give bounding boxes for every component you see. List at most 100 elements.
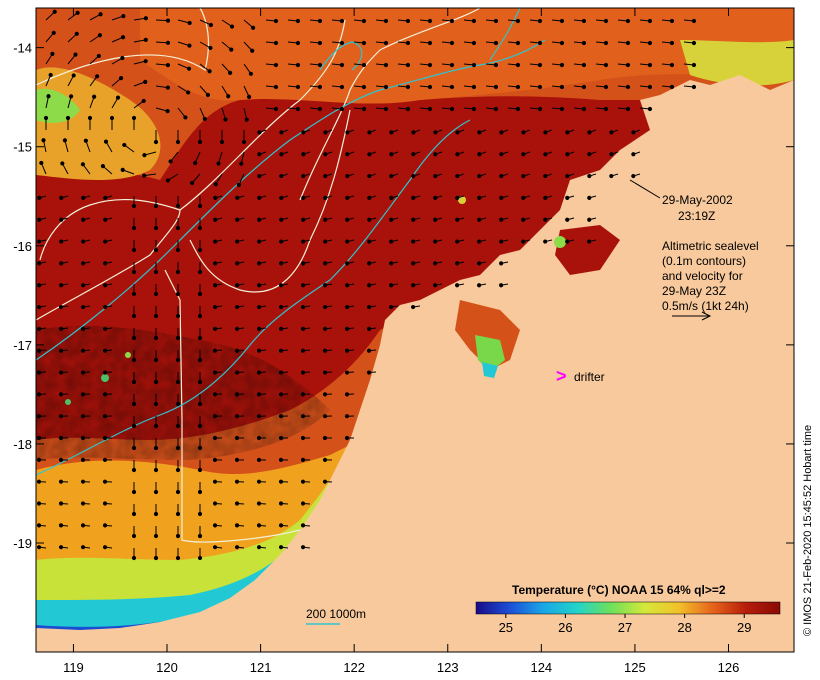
- velocity-arrow-head: [80, 457, 86, 462]
- velocity-arrow-head: [449, 18, 455, 24]
- velocity-arrow-head: [103, 195, 108, 200]
- velocity-arrow-head: [131, 357, 137, 363]
- velocity-arrow-head: [122, 142, 127, 148]
- velocity-arrow-head: [499, 130, 504, 135]
- velocity-arrow-head: [234, 370, 240, 375]
- velocity-arrow-head: [165, 18, 171, 23]
- velocity-arrow-head: [433, 195, 438, 200]
- velocity-arrow-head: [471, 84, 477, 90]
- velocity-arrow-head: [669, 62, 675, 68]
- velocity-arrow-head: [80, 370, 86, 375]
- velocity-arrow-head: [58, 501, 64, 506]
- velocity-arrow-head: [165, 178, 170, 183]
- velocity-arrow-head: [58, 392, 64, 397]
- velocity-arrow-head: [80, 162, 86, 167]
- velocity-arrow-head: [301, 239, 306, 244]
- velocity-arrow-head: [455, 239, 460, 244]
- velocity-arrow-head: [193, 160, 198, 166]
- velocity-arrow-head: [142, 173, 147, 178]
- velocity-arrow-head: [59, 239, 64, 244]
- velocity-arrow-head: [345, 283, 350, 288]
- velocity-arrow-head: [109, 115, 115, 121]
- velocity-arrow-head: [278, 479, 284, 484]
- velocity-arrow-head: [235, 283, 240, 288]
- velocity-arrow-head: [229, 24, 235, 29]
- velocity-arrow-head: [521, 217, 526, 222]
- velocity-arrow-head: [58, 414, 64, 419]
- velocity-arrow-head: [345, 195, 350, 200]
- velocity-arrow-head: [361, 106, 367, 112]
- velocity-arrow-head: [300, 414, 306, 419]
- velocity-arrow-head: [366, 304, 372, 310]
- velocity-arrow-head: [257, 130, 262, 135]
- velocity-arrow-head: [631, 152, 636, 157]
- velocity-arrow-head: [278, 414, 284, 419]
- sealevel-contours: [36, 8, 481, 543]
- velocity-arrow-head: [153, 533, 159, 539]
- velocity-arrow-head: [477, 261, 482, 266]
- velocity-arrow-head: [143, 59, 148, 64]
- velocity-arrow-head: [455, 217, 460, 222]
- velocity-arrow-head: [322, 392, 328, 397]
- velocity-arrow-head: [153, 423, 159, 429]
- velocity-arrow-head: [48, 72, 53, 78]
- islet-2: [458, 196, 466, 204]
- velocity-arrow-head: [250, 48, 255, 53]
- velocity-arrow-head: [62, 138, 67, 143]
- velocity-arrow-head: [631, 173, 636, 179]
- velocity-arrow-head: [367, 261, 372, 266]
- colorbar-ramp: [475, 601, 781, 615]
- velocity-arrow-head: [103, 217, 108, 222]
- velocity-arrow-head: [256, 479, 262, 484]
- velocity-arrow-head: [537, 84, 543, 90]
- velocity-arrow-head: [102, 304, 108, 310]
- velocity-arrow-head: [449, 106, 455, 112]
- velocity-arrow-head: [197, 555, 203, 561]
- velocity-arrow-head: [449, 62, 455, 68]
- velocity-arrow-head: [477, 152, 482, 157]
- velocity-arrow-head: [344, 326, 350, 331]
- colorbar-tick-label: 26: [558, 620, 572, 635]
- velocity-arrow-head: [234, 479, 240, 484]
- velocity-arrow-head: [234, 435, 240, 441]
- velocity-arrow-head: [58, 523, 64, 528]
- velocity-arrow-head: [499, 152, 504, 157]
- velocity-arrow-head: [197, 247, 203, 253]
- velocity-arrow-head: [80, 304, 86, 310]
- velocity-arrow-head: [213, 239, 218, 244]
- velocity-arrow-head: [197, 423, 203, 429]
- velocity-arrow-head: [223, 117, 228, 122]
- velocity-arrow-head: [344, 435, 350, 441]
- legend-line-2: (0.1m contours): [662, 254, 746, 268]
- velocity-arrow-head: [175, 203, 181, 209]
- velocity-arrow-head: [433, 217, 438, 222]
- velocity-arrow-head: [565, 239, 570, 244]
- velocity-arrow-head: [213, 182, 218, 187]
- velocity-arrow-head: [499, 217, 504, 222]
- velocity-arrow-head: [581, 40, 587, 46]
- velocity-arrow-head: [216, 161, 221, 166]
- velocity-arrow-head: [131, 467, 137, 473]
- velocity-arrow-head: [248, 71, 253, 76]
- velocity-arrow-head: [559, 62, 565, 68]
- velocity-arrow-head: [537, 106, 543, 112]
- velocity-arrow-head: [322, 414, 328, 419]
- velocity-arrow-head: [205, 92, 211, 98]
- velocity-arrow-head: [197, 203, 203, 209]
- velocity-arrow-head: [197, 357, 203, 363]
- velocity-arrow-head: [131, 555, 137, 561]
- colorbar-tick-label: 25: [499, 620, 513, 635]
- velocity-arrow-head: [323, 173, 328, 179]
- velocity-arrow-head: [389, 173, 394, 179]
- velocity-arrow-head: [257, 173, 262, 179]
- velocity-arrow-head: [477, 217, 482, 222]
- velocity-arrow-head: [411, 195, 416, 200]
- southwest-mid-area: [36, 325, 330, 460]
- velocity-arrow-head: [58, 457, 64, 462]
- velocity-arrow-head: [257, 152, 262, 157]
- velocity-arrow-head: [609, 173, 614, 179]
- velocity-arrow-head: [175, 467, 181, 473]
- velocity-arrow-head: [278, 348, 284, 353]
- velocity-arrow-head: [521, 195, 526, 200]
